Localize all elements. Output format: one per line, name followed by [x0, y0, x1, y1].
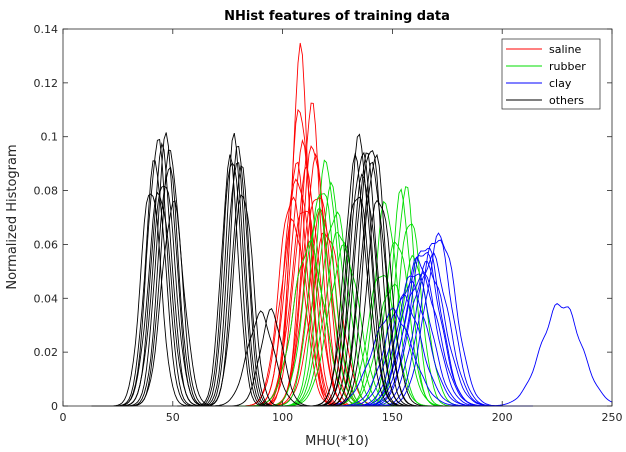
x-tick-label: 250: [602, 411, 623, 424]
legend-entry-saline: saline: [549, 43, 582, 56]
y-tick-label: 0.12: [34, 77, 59, 90]
y-tick-label: 0.06: [34, 238, 59, 251]
x-axis: 0 50 100 150 200 250: [60, 29, 623, 424]
x-tick-label: 100: [272, 411, 293, 424]
plot-frame: [62, 28, 613, 407]
x-tick-label: 150: [382, 411, 403, 424]
y-axis-label: Normalized Histogram: [5, 144, 20, 289]
legend-entry-rubber: rubber: [549, 60, 586, 73]
y-tick-label: 0.04: [34, 292, 59, 305]
legend: saline rubber clay others: [501, 38, 601, 110]
legend-box: [501, 38, 601, 110]
y-axis: 0 0.02 0.04 0.06 0.08 0.1 0.12 0.14: [34, 23, 612, 413]
y-tick-label: 0.08: [34, 185, 59, 198]
x-tick-label: 200: [492, 411, 513, 424]
legend-entry-others: others: [549, 94, 584, 107]
y-tick-label: 0: [51, 400, 58, 413]
chart-title: NHist features of training data: [224, 9, 450, 24]
x-tick-label: 0: [60, 411, 67, 424]
x-tick-label: 50: [166, 411, 180, 424]
legend-entry-clay: clay: [549, 77, 572, 90]
y-tick-label: 0.1: [41, 131, 59, 144]
x-axis-label: MHU(*10): [305, 434, 369, 449]
y-tick-label: 0.14: [34, 23, 59, 36]
y-tick-label: 0.02: [34, 346, 59, 359]
